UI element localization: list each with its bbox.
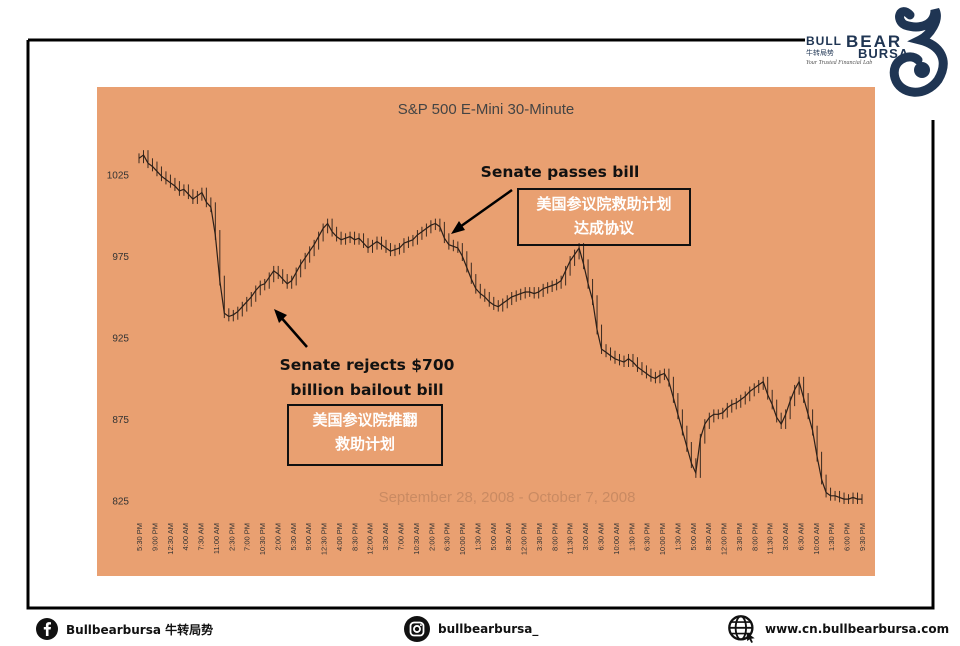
x-tick-label: 2:00 PM [427, 523, 436, 551]
x-tick-label: 9:00 PM [150, 523, 159, 551]
y-axis-ticks: 1025 975 925 875 825 [107, 171, 130, 508]
x-tick-label: 10:30 AM [412, 523, 421, 555]
x-tick-label: 3:30 AM [381, 523, 390, 551]
x-tick-label: 8:30 AM [504, 523, 513, 551]
x-tick-label: 11:30 PM [766, 523, 775, 555]
x-tick-label: 3:00 AM [581, 523, 590, 551]
brand-bursa: BURSA [858, 46, 910, 61]
x-tick-label: 10:00 AM [612, 523, 621, 555]
x-tick-label: 10:00 PM [658, 523, 667, 555]
footer-website[interactable]: www.cn.bullbearbursa.com [727, 615, 950, 643]
x-tick-label: 10:30 PM [258, 523, 267, 555]
facebook-icon [36, 618, 58, 640]
x-tick-label: 12:00 AM [366, 523, 375, 555]
x-tick-label: 1:30 AM [473, 523, 482, 551]
x-tick-label: 7:30 AM [197, 523, 206, 551]
x-tick-label: 8:00 PM [550, 523, 559, 551]
chart-subtitle: September 28, 2008 - October 7, 2008 [379, 489, 636, 506]
plot-background [97, 87, 875, 576]
x-tick-label: 5:30 PM [135, 523, 144, 551]
brand-bear: BEAR [846, 32, 903, 51]
annotation-senate-passes: Senate passes bill [455, 160, 665, 185]
x-tick-label: 2:30 PM [227, 523, 236, 551]
x-tick-label: 5:00 AM [689, 523, 698, 551]
sp500-chart: S&P 500 E-Mini 30-Minute September 28, 2… [97, 87, 875, 576]
annotation-senate-rejects-line1: Senate rejects $700 [279, 356, 455, 374]
x-tick-label: 6:30 PM [443, 523, 452, 551]
x-tick-label: 11:30 PM [566, 523, 575, 555]
y-tick-label: 925 [112, 334, 129, 345]
bull-bear-emblem-icon [889, 7, 948, 97]
brand-cn-name: 牛转局势 [806, 49, 834, 57]
x-tick-label: 5:30 AM [289, 523, 298, 551]
x-tick-label: 6:30 AM [796, 523, 805, 551]
x-tick-label: 12:00 PM [720, 523, 729, 555]
footer-instagram-text: bullbearbursa_ [438, 622, 539, 636]
x-tick-label: 10:00 AM [812, 523, 821, 555]
x-tick-label: 12:30 PM [320, 523, 329, 555]
x-tick-label: 1:30 PM [827, 523, 836, 551]
x-tick-label: 3:30 PM [535, 523, 544, 551]
annotation-senate-rejects-line2: billion bailout bill [290, 381, 444, 399]
x-tick-label: 11:00 AM [212, 523, 221, 554]
x-tick-label: 9:30 PM [858, 523, 867, 551]
x-tick-label: 3:30 PM [735, 523, 744, 551]
x-tick-label: 1:30 PM [627, 523, 636, 551]
x-tick-label: 10:00 PM [458, 523, 467, 555]
y-tick-label: 825 [112, 497, 129, 508]
x-tick-label: 2:00 AM [273, 523, 282, 551]
annotation-arrows [274, 188, 513, 348]
x-tick-label: 9:00 AM [304, 523, 313, 551]
y-tick-label: 1025 [107, 171, 130, 182]
x-tick-label: 6:30 PM [643, 523, 652, 551]
price-series [138, 150, 863, 504]
x-tick-label: 7:00 AM [397, 523, 406, 551]
brand-bull: BULL [806, 34, 842, 48]
brand-tagline: Your Trusted Financial Lab [806, 60, 873, 66]
x-tick-label: 3:00 AM [781, 523, 790, 551]
x-tick-label: 12:00 PM [520, 523, 529, 555]
annotation-senate-rejects: Senate rejects $700 billion bailout bill [262, 353, 472, 403]
x-axis-ticks: 5:30 PM 9:00 PM 12:30 AM 4:00 AM 7:30 AM 11:0… [135, 523, 867, 555]
x-tick-label: 7:00 PM [243, 523, 252, 551]
x-tick-label: 6:30 AM [596, 523, 605, 551]
x-tick-label: 12:30 AM [166, 523, 175, 555]
x-tick-label: 8:30 AM [704, 523, 713, 551]
footer-instagram[interactable]: bullbearbursa_ [404, 616, 539, 642]
arrow-senate-rejects-head [274, 309, 287, 323]
x-tick-label: 5:00 AM [489, 523, 498, 551]
instagram-icon [404, 616, 430, 642]
annotation-senate-passes-cn: 美国参议院救助计划达成协议 [517, 188, 691, 246]
footer-website-text: www.cn.bullbearbursa.com [765, 622, 950, 636]
x-tick-label: 6:00 PM [843, 523, 852, 551]
x-tick-label: 8:30 PM [350, 523, 359, 551]
x-tick-label: 4:00 AM [181, 523, 190, 551]
arrow-senate-passes-head [451, 221, 465, 234]
globe-icon [728, 615, 755, 643]
arrow-senate-rejects [278, 314, 308, 348]
annotation-senate-passes-text: Senate passes bill [480, 163, 640, 181]
y-tick-label: 875 [112, 415, 129, 426]
chart-title: S&P 500 E-Mini 30-Minute [398, 101, 574, 118]
annotation-senate-rejects-cn: 美国参议院推翻 救助计划 [287, 404, 443, 466]
footer-facebook[interactable]: Bullbearbursa 牛转局势 [36, 618, 213, 640]
price-line [138, 154, 862, 500]
x-tick-label: 1:30 AM [673, 523, 682, 551]
x-tick-label: 4:00 PM [335, 523, 344, 551]
arrow-senate-passes [456, 188, 513, 231]
footer-facebook-text: Bullbearbursa 牛转局势 [66, 622, 214, 637]
y-tick-label: 975 [112, 252, 129, 263]
x-tick-label: 8:00 PM [750, 523, 759, 551]
